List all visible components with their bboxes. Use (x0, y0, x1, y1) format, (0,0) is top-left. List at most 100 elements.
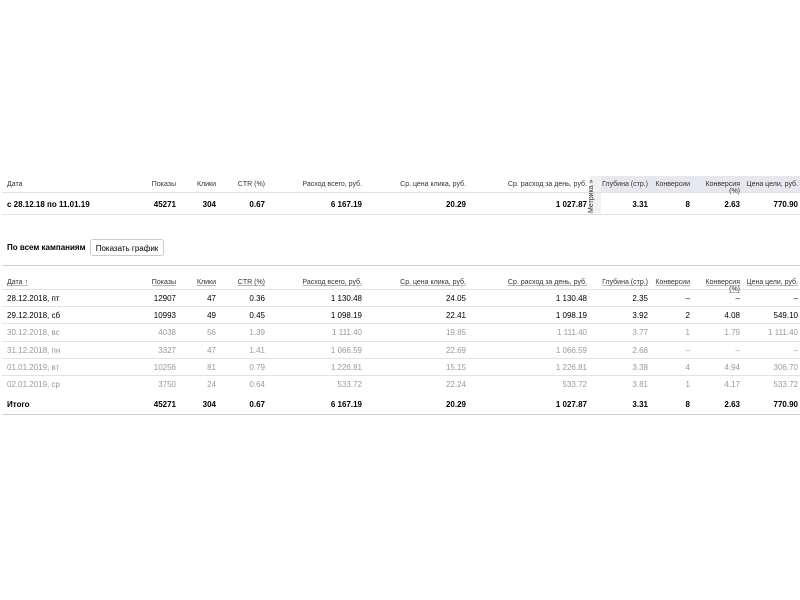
metrika-toggle-strip[interactable] (590, 176, 601, 214)
row-cpc: 19.85 (445, 328, 466, 337)
row-shows: 12907 (153, 294, 176, 303)
row-conversion-rate: 1.79 (724, 328, 740, 337)
row-cpc: 15.15 (445, 363, 466, 372)
row-shows: 3750 (158, 380, 176, 389)
summary-depth: 3.31 (632, 200, 648, 209)
row-goal-price: 533.72 (773, 380, 798, 389)
row-cpc: 22.41 (445, 311, 466, 320)
row-conversions: – (685, 294, 690, 303)
row-clicks: 24 (207, 380, 216, 389)
row-date: 02.01.2019, ср (7, 380, 60, 389)
column-header-cpc[interactable]: Ср. цена клика, руб. (400, 279, 466, 286)
row-conversion-rate: 4.17 (724, 380, 740, 389)
row-depth: 3.38 (632, 363, 648, 372)
total-label: Итого (7, 400, 30, 409)
row-spend: 1 130.48 (330, 294, 362, 303)
row-conversions: 2 (685, 311, 690, 320)
summary-ctr: 0.67 (249, 200, 265, 209)
summary-header-conversion-rate: Конверсия (%) (705, 181, 740, 195)
row-clicks: 81 (207, 363, 216, 372)
column-header-shows[interactable]: Показы (151, 279, 176, 286)
summary-header-date: Дата (7, 181, 23, 188)
summary-header-goal-price: Цена цели, руб. (746, 181, 798, 188)
row-date: 01.01.2019, вт (7, 363, 60, 372)
summary-clicks: 304 (202, 200, 216, 209)
summary-header-depth: Глубина (стр.) (602, 181, 648, 188)
row-conversion-rate: – (735, 346, 740, 355)
row-depth: 3.92 (632, 311, 648, 320)
column-header-ctr[interactable]: CTR (%) (237, 279, 265, 286)
row-spend: 1 226.81 (330, 363, 362, 372)
row-daily-spend: 1 098.19 (555, 311, 587, 320)
total-shows: 45271 (153, 400, 176, 409)
row-daily-spend: 1 226.81 (555, 363, 587, 372)
row-goal-price: – (793, 294, 798, 303)
column-header-goal-price[interactable]: Цена цели, руб. (746, 279, 798, 286)
metrika-toggle[interactable]: Метрика » (588, 179, 595, 213)
summary-header-ctr: CTR (%) (237, 181, 265, 188)
total-conversion-rate: 2.63 (724, 400, 740, 409)
column-header-spend[interactable]: Расход всего, руб. (302, 279, 362, 286)
row-shows: 10256 (153, 363, 176, 372)
summary-daily-spend: 1 027.87 (555, 200, 587, 209)
summary-spend: 6 167.19 (330, 200, 362, 209)
row-date: 29.12.2018, сб (7, 311, 61, 320)
summary-header-daily-spend: Ср. расход за день, руб. (507, 181, 587, 188)
row-depth: 3.77 (632, 328, 648, 337)
row-date: 28.12.2018, пт (7, 294, 60, 303)
column-header-depth[interactable]: Глубина (стр.) (602, 279, 648, 286)
row-depth: 2.35 (632, 294, 648, 303)
row-shows: 10993 (153, 311, 176, 320)
summary-header-shows: Показы (151, 181, 176, 188)
row-ctr: 0.79 (249, 363, 265, 372)
row-date: 30.12.2018, вс (7, 328, 60, 337)
total-depth: 3.31 (632, 400, 648, 409)
row-conversions: 1 (685, 328, 690, 337)
summary-header-conversions: Конверсии (655, 181, 690, 188)
row-clicks: 49 (207, 311, 216, 320)
row-goal-price: 1 111.40 (768, 328, 798, 337)
column-header-daily-spend[interactable]: Ср. расход за день, руб. (507, 279, 587, 286)
total-conversions: 8 (685, 400, 690, 409)
section-title: По всем кампаниям (7, 243, 86, 252)
summary-period: с 28.12.18 по 11.01.19 (7, 200, 90, 209)
row-goal-price: – (793, 346, 798, 355)
summary-header-cpc: Ср. цена клика, руб. (400, 181, 466, 188)
row-spend: 1 098.19 (330, 311, 362, 320)
total-cpc: 20.29 (445, 400, 466, 409)
row-clicks: 47 (207, 346, 216, 355)
column-header-conversions[interactable]: Конверсии (655, 279, 690, 286)
total-ctr: 0.67 (249, 400, 265, 409)
row-ctr: 1.41 (249, 346, 265, 355)
row-clicks: 56 (207, 328, 216, 337)
row-daily-spend: 1 130.48 (555, 294, 587, 303)
metrika-header-band (601, 176, 800, 193)
total-goal-price: 770.90 (773, 400, 798, 409)
row-daily-spend: 1 111.40 (557, 328, 587, 337)
row-cpc: 22.69 (445, 346, 466, 355)
row-ctr: 0.64 (249, 380, 265, 389)
column-header-conversion-rate[interactable]: Конверсия (%) (705, 279, 740, 293)
row-ctr: 0.45 (249, 311, 265, 320)
summary-shows: 45271 (153, 200, 176, 209)
row-cpc: 22.24 (445, 380, 466, 389)
row-ctr: 1.39 (249, 328, 265, 337)
row-cpc: 24.05 (445, 294, 466, 303)
column-header-date[interactable]: Дата ↑ (7, 279, 28, 286)
total-clicks: 304 (202, 400, 216, 409)
row-conversion-rate: 4.94 (724, 363, 740, 372)
summary-cpc: 20.29 (445, 200, 466, 209)
show-chart-button[interactable]: Показать график (90, 239, 164, 256)
row-conversion-rate: 4.08 (724, 311, 740, 320)
row-goal-price: 306.70 (773, 363, 798, 372)
summary-conversions: 8 (685, 200, 690, 209)
row-depth: 3.81 (632, 380, 648, 389)
row-depth: 2.68 (632, 346, 648, 355)
row-conversions: – (685, 346, 690, 355)
summary-header-clicks: Клики (196, 181, 216, 188)
row-spend: 1 111.40 (332, 328, 362, 337)
row-conversions: 4 (685, 363, 690, 372)
column-header-clicks[interactable]: Клики (196, 279, 216, 286)
row-ctr: 0.36 (249, 294, 265, 303)
row-clicks: 47 (207, 294, 216, 303)
